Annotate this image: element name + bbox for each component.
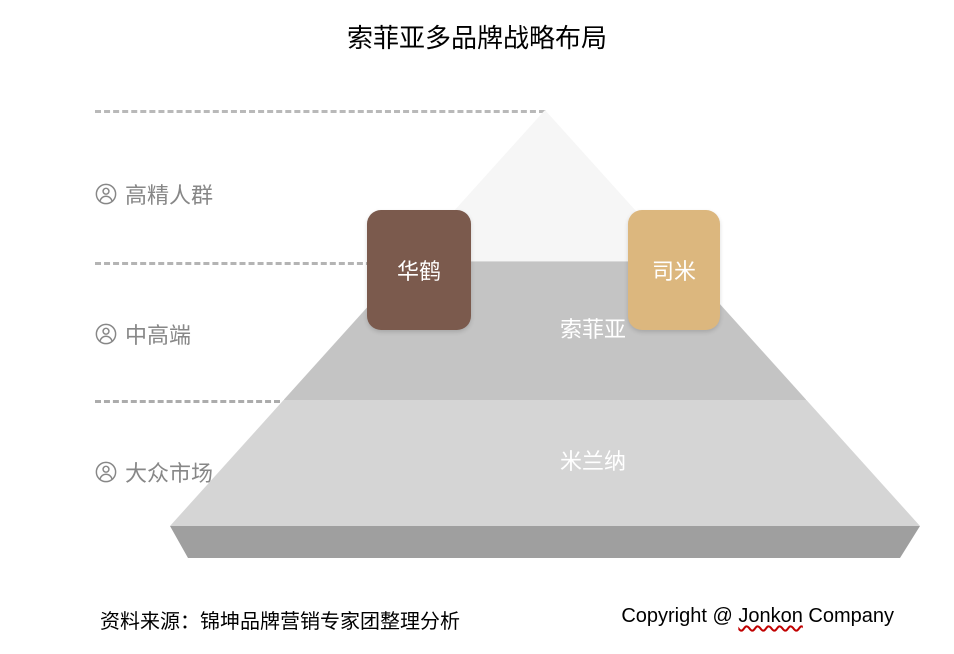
pyramid-layer-mid: 索菲亚 [284,262,807,400]
brand-box-label: 华鹤 [397,254,441,286]
copyright-suffix: Company [803,605,894,627]
brand-box-huahe: 华鹤 [367,210,471,330]
copyright-company: Jonkon [738,605,803,627]
brand-box-simi: 司米 [628,210,720,330]
tier-divider-0 [95,110,545,113]
brand-label-sofia: 索菲亚 [560,312,626,344]
copyright-text: Copyright @ Jonkon Company [621,605,894,634]
pyramid-base-3d [170,526,920,558]
brand-label-milana: 米兰纳 [560,444,626,476]
tier-label-high-end: 高精人群 [95,178,213,210]
source-text: 资料来源：锦坤品牌营销专家团整理分析 [100,605,460,634]
footer: 资料来源：锦坤品牌营销专家团整理分析 Copyright @ Jonkon Co… [0,605,954,634]
person-icon [95,183,117,205]
tier-label-text: 中高端 [125,318,191,350]
tier-divider-1 [95,262,390,265]
tier-label-mid-high: 中高端 [95,318,191,350]
tier-label-mass-market: 大众市场 [95,456,213,488]
chart-title: 索菲亚多品牌战略布局 [0,18,954,55]
tier-label-text: 高精人群 [125,178,213,210]
tier-divider-2 [95,400,280,403]
brand-box-label: 司米 [652,254,696,286]
copyright-prefix: Copyright @ [621,605,738,627]
person-icon [95,461,117,483]
person-icon [95,323,117,345]
pyramid-stage: 高精人群 中高端 大众市场 索菲亚 米兰纳 华鹤 司米 [0,70,954,580]
pyramid-layer-bottom: 米兰纳 [170,400,920,526]
tier-label-text: 大众市场 [125,456,213,488]
